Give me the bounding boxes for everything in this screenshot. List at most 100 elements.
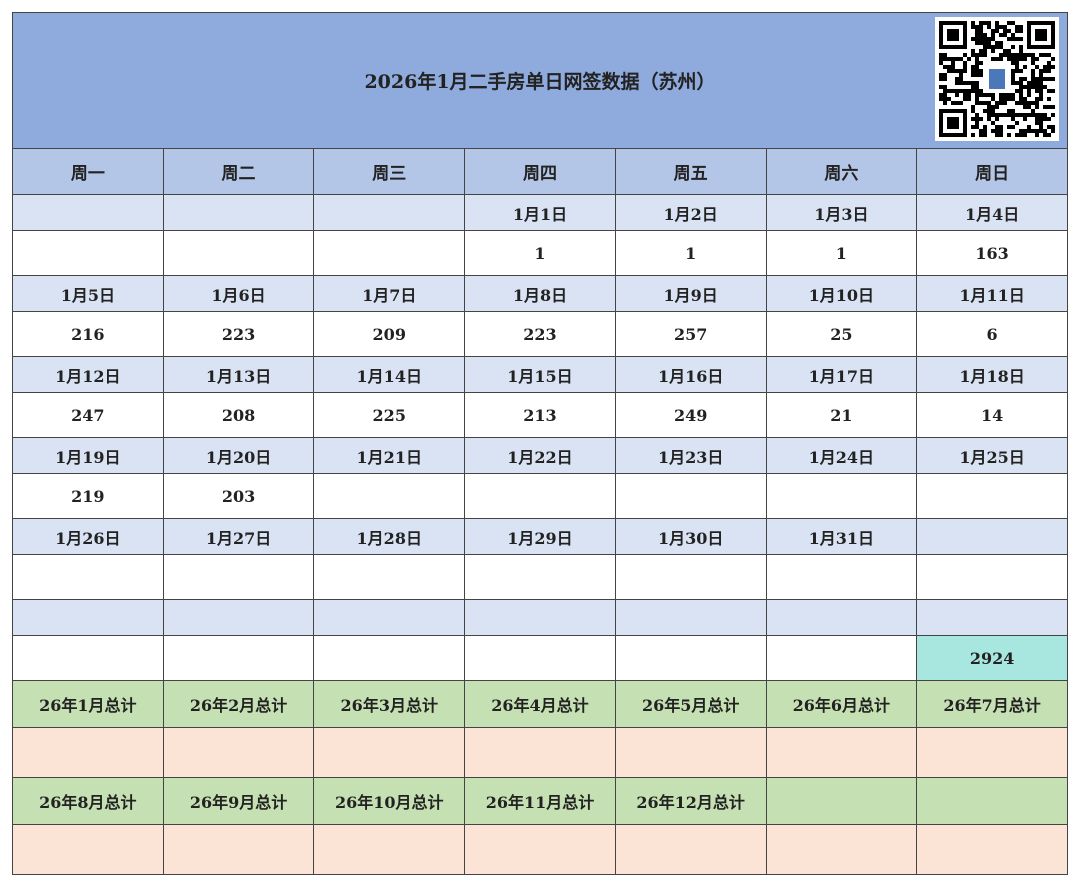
empty-cell	[12, 599, 164, 636]
value-cell: 1	[464, 230, 616, 276]
date-cell: 1月28日	[313, 518, 466, 555]
value-cell: 213	[464, 392, 616, 438]
value-row	[12, 554, 1068, 600]
date-cell: 1月24日	[765, 437, 918, 474]
date-cell: 1月17日	[765, 356, 918, 393]
empty-cell	[162, 599, 315, 636]
totals-label-row: 26年8月总计 26年9月总计 26年10月总计 26年11月总计 26年12月总计	[12, 777, 1068, 825]
date-cell: 1月31日	[765, 518, 918, 555]
date-cell: 1月4日	[916, 194, 1068, 231]
weekday-header-row: 周一 周二 周三 周四 周五 周六 周日	[12, 148, 1068, 195]
totals-value	[464, 727, 616, 778]
empty-cell	[313, 599, 466, 636]
date-cell: 1月27日	[162, 518, 315, 555]
date-cell: 1月1日	[464, 194, 616, 231]
value-row: 1 1 1 163	[12, 230, 1068, 276]
value-cell	[614, 554, 767, 600]
value-cell: 225	[313, 392, 466, 438]
date-cell: 1月21日	[313, 437, 466, 474]
value-cell	[464, 554, 616, 600]
value-cell: 1	[614, 230, 767, 276]
totals-value	[765, 824, 918, 875]
date-cell: 1月5日	[12, 275, 164, 312]
date-cell: 1月22日	[464, 437, 616, 474]
page-title: 2026年1月二手房单日网签数据（苏州）	[364, 71, 716, 93]
date-cell: 1月20日	[162, 437, 315, 474]
totals-value	[765, 727, 918, 778]
date-cell: 1月2日	[614, 194, 767, 231]
weekday-header: 周二	[162, 148, 315, 195]
date-cell: 1月3日	[765, 194, 918, 231]
date-cell	[12, 194, 164, 231]
date-cell: 1月23日	[614, 437, 767, 474]
value-cell: 208	[162, 392, 315, 438]
totals-label: 26年4月总计	[464, 680, 616, 728]
value-cell: 223	[464, 311, 616, 357]
weekday-header: 周六	[765, 148, 918, 195]
value-cell: 203	[162, 473, 315, 519]
date-cell: 1月7日	[313, 275, 466, 312]
empty-cell	[12, 635, 164, 681]
totals-label: 26年8月总计	[12, 777, 164, 825]
totals-label: 26年10月总计	[313, 777, 466, 825]
weekday-header: 周四	[464, 148, 616, 195]
empty-cell	[765, 599, 918, 636]
empty-cell	[916, 599, 1068, 636]
weekday-header: 周日	[916, 148, 1068, 195]
totals-label: 26年9月总计	[162, 777, 315, 825]
value-cell	[12, 230, 164, 276]
empty-cell	[614, 599, 767, 636]
totals-value	[12, 727, 164, 778]
empty-cell	[464, 635, 616, 681]
empty-cell	[162, 635, 315, 681]
totals-label: 26年1月总计	[12, 680, 164, 728]
value-cell: 247	[12, 392, 164, 438]
total-row: 2924	[12, 635, 1068, 681]
title-cell: 2026年1月二手房单日网签数据（苏州）	[12, 12, 1068, 149]
weekday-header: 周五	[614, 148, 767, 195]
value-cell	[12, 554, 164, 600]
value-row: 216 223 209 223 257 25 6	[12, 311, 1068, 357]
value-cell: 219	[12, 473, 164, 519]
date-cell: 1月12日	[12, 356, 164, 393]
value-cell: 163	[916, 230, 1068, 276]
totals-value	[464, 824, 616, 875]
value-cell	[313, 473, 466, 519]
totals-value	[313, 727, 466, 778]
totals-label: 26年5月总计	[614, 680, 767, 728]
date-cell: 1月18日	[916, 356, 1068, 393]
value-cell	[162, 230, 315, 276]
date-row: 1月12日 1月13日 1月14日 1月15日 1月16日 1月17日 1月18日	[12, 356, 1068, 393]
empty-cell	[464, 599, 616, 636]
value-cell: 14	[916, 392, 1068, 438]
date-cell	[313, 194, 466, 231]
value-cell: 21	[765, 392, 918, 438]
month-total-cell: 2924	[916, 635, 1068, 681]
date-cell: 1月15日	[464, 356, 616, 393]
date-cell: 1月14日	[313, 356, 466, 393]
value-cell: 249	[614, 392, 767, 438]
totals-label: 26年3月总计	[313, 680, 466, 728]
value-cell	[162, 554, 315, 600]
totals-label: 26年7月总计	[916, 680, 1068, 728]
value-cell	[916, 554, 1068, 600]
weekday-header: 周三	[313, 148, 466, 195]
value-cell: 6	[916, 311, 1068, 357]
value-cell: 209	[313, 311, 466, 357]
totals-value	[313, 824, 466, 875]
date-row: 1月19日 1月20日 1月21日 1月22日 1月23日 1月24日 1月25日	[12, 437, 1068, 474]
totals-value-row	[12, 727, 1068, 778]
value-cell	[765, 554, 918, 600]
date-cell: 1月6日	[162, 275, 315, 312]
totals-label: 26年11月总计	[464, 777, 616, 825]
value-cell	[313, 230, 466, 276]
empty-row	[12, 599, 1068, 636]
empty-cell	[765, 635, 918, 681]
date-cell: 1月26日	[12, 518, 164, 555]
value-cell	[765, 473, 918, 519]
date-row: 1月26日 1月27日 1月28日 1月29日 1月30日 1月31日	[12, 518, 1068, 555]
totals-value	[162, 824, 315, 875]
date-cell: 1月29日	[464, 518, 616, 555]
value-cell	[313, 554, 466, 600]
value-row: 247 208 225 213 249 21 14	[12, 392, 1068, 438]
